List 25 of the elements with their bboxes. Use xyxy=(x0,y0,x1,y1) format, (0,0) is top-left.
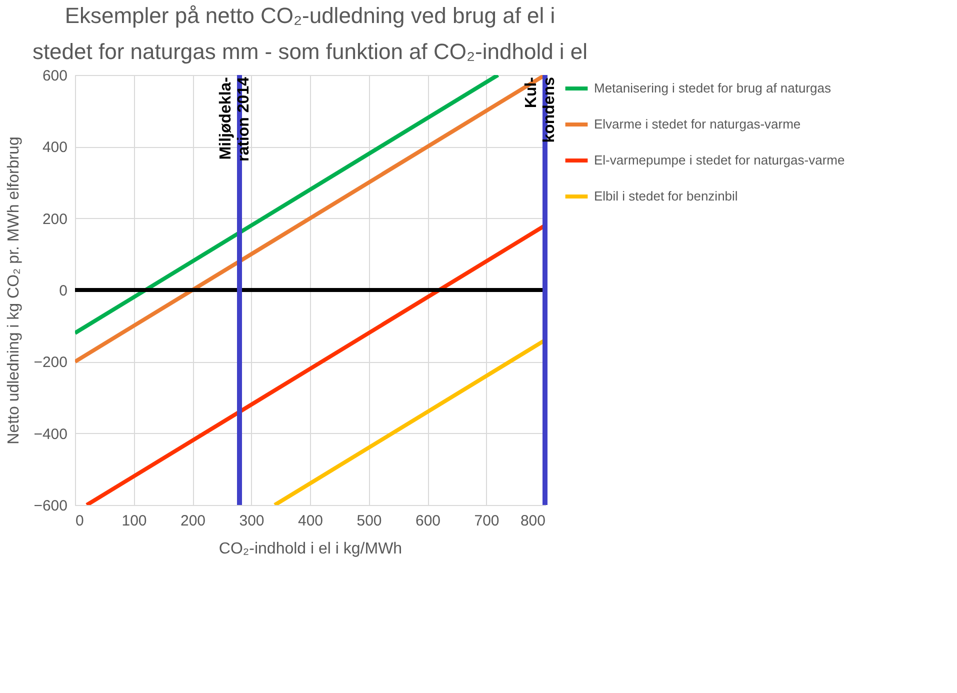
ref-line-label: Miljødekla- ration 2014 xyxy=(218,76,252,162)
x-tick-label: 700 xyxy=(474,512,500,530)
legend-label: Metanisering i stedet for brug af naturgas xyxy=(594,80,832,96)
y-tick-label: 0 xyxy=(59,282,68,300)
ref-line-label: Kul- kondens xyxy=(523,76,558,143)
x-tick-label: 600 xyxy=(415,512,441,530)
legend-label: El-varmepumpe i stedet for naturgas-varme xyxy=(594,152,845,168)
x-tick-label: 200 xyxy=(180,512,206,530)
x-tick-label: 300 xyxy=(239,512,264,530)
x-tick-label: 100 xyxy=(122,512,147,530)
legend-label: Elvarme i stedet for naturgas-varme xyxy=(594,116,801,132)
chart-title: Eksempler på netto CO₂-udledning ved brug af el i stedet for naturgas mm - som funktion af CO₂-indhold i el xyxy=(32,3,588,64)
y-axis-title: Netto udledning i kg CO₂ pr. MWh elforbrug xyxy=(6,136,23,444)
legend-label: Elbil i stedet for benzinbil xyxy=(594,188,738,204)
x-axis-title: CO₂-indhold i el i kg/MWh xyxy=(218,540,402,558)
x-tick-label: 0 xyxy=(76,512,84,530)
y-tick-label: −600 xyxy=(34,498,68,514)
y-tick-label: −400 xyxy=(34,426,68,443)
y-tick-label: −200 xyxy=(34,354,68,372)
y-tick-label: 400 xyxy=(42,139,68,156)
x-tick-label: 400 xyxy=(298,512,324,530)
y-tick-label: 200 xyxy=(42,210,68,228)
x-tick-label: 500 xyxy=(356,512,382,530)
y-tick-label: 600 xyxy=(42,68,68,84)
x-tick-label: 800 xyxy=(520,512,546,530)
